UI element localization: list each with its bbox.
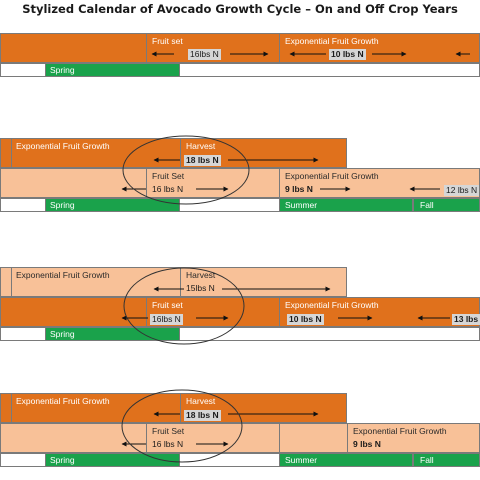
divider — [11, 393, 12, 423]
summer-bar — [279, 453, 413, 467]
fruit-set-label: Fruit Set — [152, 426, 185, 436]
divider — [146, 297, 147, 327]
efg-n-value: 10 lbs N — [329, 49, 366, 60]
spring-label: Spring — [50, 455, 75, 465]
divider — [146, 33, 147, 63]
efg-n1-value: 9 lbs N — [353, 439, 381, 449]
summer-label: Summer — [285, 455, 318, 465]
fruit-set-n-value: 16lbs N — [188, 49, 221, 60]
harvest-label: Harvest — [186, 396, 216, 406]
spring-label: Spring — [50, 200, 75, 210]
divider — [347, 423, 348, 453]
harvest-n-value: 15lbs N — [186, 283, 215, 293]
spring-bar — [45, 63, 180, 77]
divider — [279, 423, 280, 453]
harvest-n-value: 18 lbs N — [184, 410, 221, 421]
efg-top-label: Exponential Fruit Growth — [16, 396, 110, 406]
harvest-label: Harvest — [186, 270, 216, 280]
efg-top-label: Exponential Fruit Growth — [16, 141, 110, 151]
summer-bar — [279, 198, 413, 212]
block2-light-bar — [0, 168, 480, 198]
efg-label: Exponential Fruit Growth — [285, 171, 379, 181]
divider — [11, 267, 12, 297]
fall-label: Fall — [420, 200, 434, 210]
fruit-set-n-value: 16lbs N — [150, 314, 183, 325]
efg-label: Exponential Fruit Growth — [353, 426, 447, 436]
fall-label: Fall — [420, 455, 434, 465]
divider — [180, 267, 181, 297]
fruit-set-label: Fruit set — [152, 300, 183, 310]
divider — [279, 33, 280, 63]
divider — [180, 393, 181, 423]
efg-label: Exponential Fruit Growth — [285, 300, 379, 310]
chart-title: Stylized Calendar of Avocado Growth Cycl… — [22, 2, 458, 16]
divider — [146, 423, 147, 453]
divider — [279, 297, 280, 327]
efg-n2-value: 13 lbs — [452, 314, 480, 325]
block1-dark-bar — [0, 33, 480, 63]
summer-label: Summer — [285, 200, 318, 210]
block3-dark-bar — [0, 297, 480, 327]
divider — [279, 168, 280, 198]
divider — [180, 138, 181, 168]
harvest-label: Harvest — [186, 141, 216, 151]
divider — [11, 138, 12, 168]
fruit-set-n-value: 16 lbs N — [152, 184, 184, 194]
fruit-set-n-value: 16 lbs N — [152, 439, 184, 449]
fruit-set-label: Fruit Set — [152, 171, 185, 181]
efg-n1-value: 9 lbs N — [285, 184, 313, 194]
harvest-n-value: 18 lbs N — [184, 155, 221, 166]
efg-n1-value: 10 lbs N — [287, 314, 324, 325]
efg-label: Exponential Fruit Growth — [285, 36, 379, 46]
efg-top-label: Exponential Fruit Growth — [16, 270, 110, 280]
spring-label: Spring — [50, 329, 75, 339]
divider — [146, 168, 147, 198]
fruit-set-label: Fruit set — [152, 36, 183, 46]
spring-label: Spring — [50, 65, 75, 75]
efg-n2-value: 12 lbs N — [444, 185, 480, 196]
